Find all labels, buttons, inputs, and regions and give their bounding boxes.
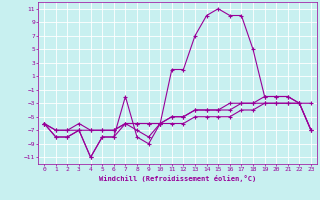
X-axis label: Windchill (Refroidissement éolien,°C): Windchill (Refroidissement éolien,°C) bbox=[99, 175, 256, 182]
